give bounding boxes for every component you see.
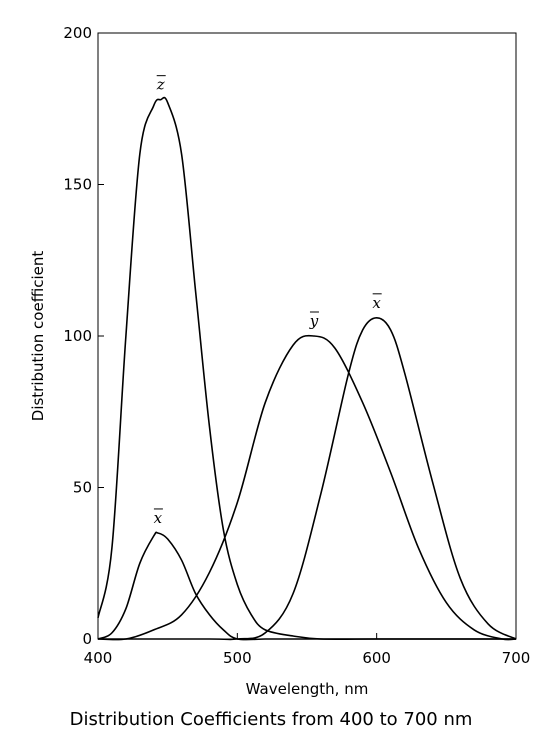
curve-x-long: [97, 317, 517, 641]
x-tick-label: 500: [223, 649, 252, 667]
curve-name: z: [156, 76, 165, 94]
y-tick-label: 100: [63, 327, 92, 345]
curve-label-z: z: [156, 75, 166, 94]
x-tick-label: 600: [362, 649, 391, 667]
y-tick-label: 200: [63, 24, 92, 42]
x-tick-label: 400: [84, 649, 113, 667]
curve-y: [97, 334, 517, 641]
x-axis: 400 500 600 700: [84, 633, 531, 667]
curve-label-y: y: [309, 311, 319, 330]
curve-x-short: [97, 531, 516, 641]
y-axis: 0 50 100 150 200: [63, 24, 104, 648]
curve-name: x: [372, 294, 381, 312]
curve-name: x: [154, 509, 163, 527]
y-tick-label: 150: [63, 176, 92, 194]
y-tick-label: 0: [82, 630, 92, 648]
curve-label-x-long: x: [372, 293, 382, 312]
curve-z: [97, 96, 516, 641]
figure-caption: Distribution Coefficients from 400 to 70…: [69, 709, 473, 730]
curve-label-x-short: x: [154, 508, 163, 527]
x-tick-label: 700: [502, 649, 531, 667]
x-axis-title: Wavelength, nm: [246, 680, 369, 698]
y-tick-label: 50: [73, 479, 92, 497]
curve-labels: z x y x: [154, 75, 382, 527]
chart: 0 50 100 150 200 400 500 600 700 z x y x Wavelengt…: [29, 24, 531, 698]
curves: [97, 96, 517, 641]
curve-name: y: [309, 312, 319, 330]
y-axis-title: Distribution coefficient: [29, 251, 47, 422]
